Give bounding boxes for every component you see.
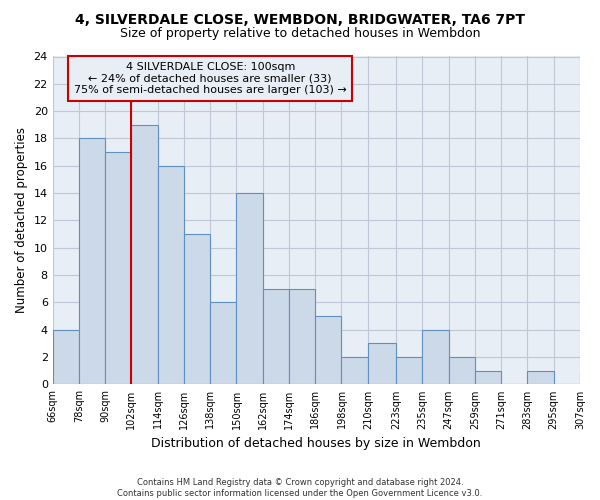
Bar [289, 289, 315, 384]
Bar [263, 289, 289, 384]
Text: Contains HM Land Registry data © Crown copyright and database right 2024.
Contai: Contains HM Land Registry data © Crown c… [118, 478, 482, 498]
Bar [131, 125, 158, 384]
Bar [105, 152, 131, 384]
Text: 4, SILVERDALE CLOSE, WEMBDON, BRIDGWATER, TA6 7PT: 4, SILVERDALE CLOSE, WEMBDON, BRIDGWATER… [75, 12, 525, 26]
Bar [315, 316, 341, 384]
Bar [184, 234, 210, 384]
Bar [53, 330, 79, 384]
Bar [341, 357, 368, 384]
Bar [210, 302, 236, 384]
Bar [422, 330, 449, 384]
Bar [236, 193, 263, 384]
Bar [79, 138, 105, 384]
Bar [158, 166, 184, 384]
Bar [449, 357, 475, 384]
Y-axis label: Number of detached properties: Number of detached properties [15, 128, 28, 314]
Bar [475, 371, 501, 384]
Bar [396, 357, 422, 384]
Text: Size of property relative to detached houses in Wembdon: Size of property relative to detached ho… [120, 28, 480, 40]
X-axis label: Distribution of detached houses by size in Wembdon: Distribution of detached houses by size … [151, 437, 481, 450]
Bar [527, 371, 554, 384]
Text: 4 SILVERDALE CLOSE: 100sqm
← 24% of detached houses are smaller (33)
75% of semi: 4 SILVERDALE CLOSE: 100sqm ← 24% of deta… [74, 62, 347, 95]
Bar [580, 371, 600, 384]
Bar [368, 344, 396, 384]
